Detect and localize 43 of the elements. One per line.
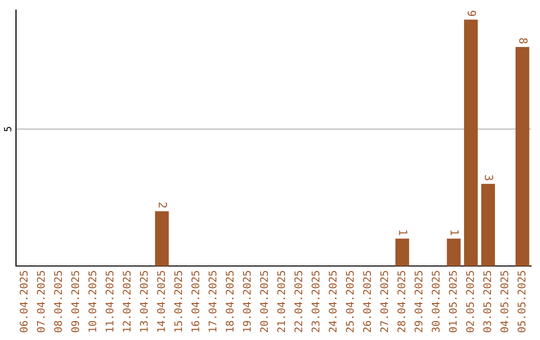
- data-label: 2: [158, 202, 168, 208]
- x-tick-label: 03.05.2025: [483, 271, 492, 332]
- x-tick-label: 04.05.2025: [500, 271, 508, 332]
- x-tick-label: 24.04.2025: [328, 271, 337, 332]
- x-tick-label: 26.04.2025: [363, 271, 371, 332]
- x-tick-label: 16.04.2025: [191, 271, 200, 332]
- data-label: 1: [450, 230, 459, 236]
- x-tick-label: 02.05.2025: [466, 271, 474, 332]
- x-tick-label: 21.04.2025: [277, 271, 286, 332]
- x-tick-label: 05.05.2025: [518, 271, 526, 332]
- x-tick-label: 17.04.2025: [208, 271, 216, 332]
- data-label: 3: [484, 175, 494, 180]
- x-tick-label: 25.04.2025: [346, 271, 354, 332]
- y-tick-label: 5: [4, 126, 12, 132]
- data-label: 9: [468, 10, 476, 16]
- x-tick-label: 10.04.2025: [88, 271, 96, 332]
- x-tick-label: 06.04.2025: [20, 271, 28, 332]
- x-tick-label: 18.04.2025: [226, 271, 234, 332]
- bar: [516, 46, 530, 266]
- bar: [446, 238, 461, 266]
- x-tick-label: 13.04.2025: [140, 271, 148, 332]
- bar: [155, 211, 169, 266]
- data-label: 1: [399, 230, 408, 236]
- x-tick-label: 22.04.2025: [294, 271, 302, 332]
- x-tick-label: 20.04.2025: [260, 271, 268, 332]
- x-tick-label: 19.04.2025: [242, 271, 251, 332]
- x-tick-label: 12.04.2025: [122, 271, 131, 332]
- x-tick-label: 07.04.2025: [36, 271, 45, 332]
- x-tick-label: 30.04.2025: [432, 271, 440, 332]
- x-tick-label: 27.04.2025: [380, 271, 388, 332]
- bar: [481, 184, 495, 266]
- x-tick-label: 28.04.2025: [397, 271, 406, 332]
- x-tick-label: 01.05.2025: [448, 271, 457, 332]
- x-tick-label: 08.04.2025: [54, 271, 62, 332]
- bar: [464, 20, 478, 266]
- bar: [395, 238, 410, 266]
- x-tick-label: 11.04.2025: [106, 271, 114, 332]
- x-tick-label: 09.04.2025: [71, 271, 80, 332]
- x-tick-label: 29.04.2025: [414, 271, 422, 332]
- x-tick-label: 23.04.2025: [312, 271, 320, 332]
- x-tick-label: 15.04.2025: [174, 271, 182, 332]
- x-tick-label: 14.04.2025: [157, 271, 165, 332]
- data-label: 8: [519, 38, 528, 44]
